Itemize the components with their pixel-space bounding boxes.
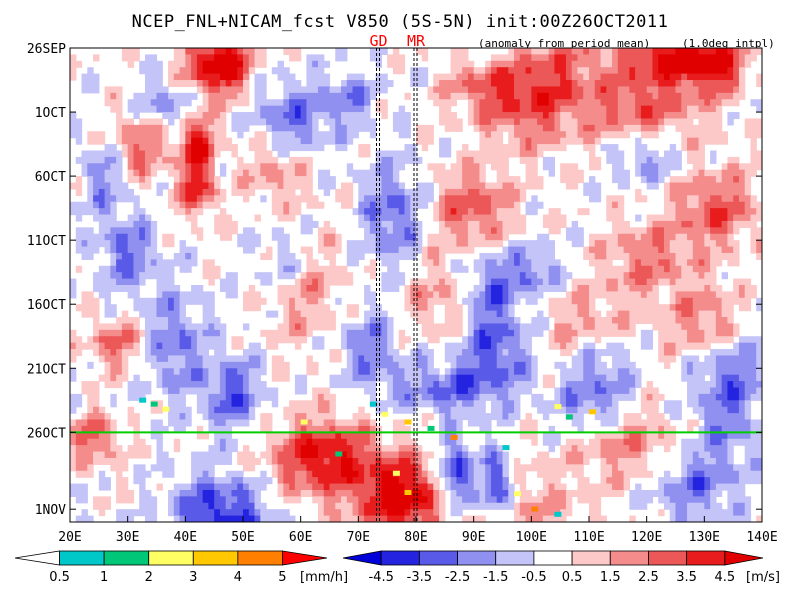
wind-colorbar-label: 0.5 xyxy=(562,570,583,585)
x-tick-label: 100E xyxy=(516,530,547,545)
rain-patch xyxy=(300,419,308,425)
x-tick-label: 80E xyxy=(404,530,427,545)
rain-patch xyxy=(381,411,389,417)
marker-label: MR xyxy=(407,32,426,50)
rain-patch xyxy=(554,511,562,517)
shaded-anomaly-field xyxy=(70,48,762,522)
wind-colorbar-cell xyxy=(571,550,611,566)
rain-colorbar-label: 4 xyxy=(234,570,242,585)
interpolation-note: (1.0deg intpl) xyxy=(682,37,775,50)
rain-patch xyxy=(404,490,412,495)
rain-colorbar-label: 3 xyxy=(189,570,197,585)
rain-patch xyxy=(427,425,435,431)
y-tick-label: 26SEP xyxy=(27,42,66,57)
wind-colorbar-cell xyxy=(380,550,420,566)
y-tick-label: 26OCT xyxy=(27,426,66,441)
x-tick-label: 120E xyxy=(631,530,662,545)
x-axis: 20E 30E 40E 50E 60E 70E 80E 90E 100E 110E 120E 130E… xyxy=(58,516,778,545)
wind-colorbar-label: 2.5 xyxy=(638,570,659,585)
wind-colorbar-cell xyxy=(533,550,573,566)
rain-patch xyxy=(502,445,510,451)
rain-colorbar-label: 1 xyxy=(100,570,108,585)
rain-colorbar-cell xyxy=(148,550,194,566)
location-markers: GD MR xyxy=(369,32,426,522)
rain-patch xyxy=(404,419,412,425)
rain-colorbar-label: 0.5 xyxy=(49,570,70,585)
rain-colorbar-cell xyxy=(103,550,150,566)
rain-colorbar-cell xyxy=(282,550,328,566)
wind-colorbar-label: 1.5 xyxy=(600,570,621,585)
rain-patch xyxy=(554,404,562,410)
wind-colorbar: -4.5 -3.5 -2.5 -1.5 -0.5 0.5 1.5 2.5 3.5 4.5 [m/s] xyxy=(342,550,780,585)
rain-patch xyxy=(369,401,377,407)
rain-patch xyxy=(531,506,539,512)
rain-colorbar-label: 2 xyxy=(145,570,153,585)
wind-colorbar-label: 4.5 xyxy=(714,570,735,585)
wind-colorbar-cell xyxy=(495,550,535,566)
rain-patch xyxy=(392,470,400,476)
y-tick-label: 1OCT xyxy=(35,106,66,121)
wind-colorbar-cell xyxy=(724,550,764,566)
x-tick-label: 20E xyxy=(58,530,81,545)
wind-colorbar-cell xyxy=(609,550,649,566)
x-tick-label: 110E xyxy=(573,530,604,545)
wind-colorbar-cell xyxy=(686,550,726,566)
wind-colorbar-label: -3.5 xyxy=(407,570,432,585)
rain-colorbar-unit: [mm/h] xyxy=(300,570,348,585)
rain-colorbar: 0.5 1 2 3 4 5 [mm/h] xyxy=(14,550,348,585)
wind-colorbar-cell xyxy=(418,550,458,566)
rain-patch xyxy=(450,434,458,440)
x-tick-label: 130E xyxy=(689,530,720,545)
marker-label: GD xyxy=(369,32,387,50)
rain-patch xyxy=(139,397,147,403)
rain-colorbar-cell xyxy=(59,550,105,566)
x-tick-label: 30E xyxy=(116,530,139,545)
x-tick-label: 90E xyxy=(462,530,485,545)
y-tick-label: 16OCT xyxy=(27,298,66,313)
rain-patch xyxy=(162,406,170,412)
x-tick-label: 70E xyxy=(347,530,370,545)
wind-colorbar-label: -4.5 xyxy=(368,570,393,585)
x-tick-label: 50E xyxy=(231,530,254,545)
wind-colorbar-unit: [m/s] xyxy=(746,570,780,585)
chart-overlay xyxy=(70,397,762,517)
rain-patch xyxy=(335,451,343,457)
y-tick-label: 21OCT xyxy=(27,362,66,377)
wind-colorbar-cell xyxy=(648,550,688,566)
rain-colorbar-cell xyxy=(192,550,239,566)
y-tick-label: 6OCT xyxy=(35,170,66,185)
rain-colorbar-label: 5 xyxy=(278,570,286,585)
wind-colorbar-cell xyxy=(342,550,382,566)
y-tick-label: 11OCT xyxy=(27,234,66,249)
wind-colorbar-cell xyxy=(457,550,497,566)
rain-patch xyxy=(514,491,521,497)
rain-colorbar-cell xyxy=(237,550,283,566)
rain-patch xyxy=(589,409,596,415)
anomaly-note: (anomaly from period mean) xyxy=(478,37,651,50)
y-axis: 26SEP 1OCT 6OCT 11OCT 16OCT 21OCT 26OCT 1NOV xyxy=(27,42,762,518)
x-tick-label: 60E xyxy=(289,530,312,545)
y-tick-label: 1NOV xyxy=(35,503,66,518)
wind-colorbar-label: -2.5 xyxy=(445,570,470,585)
x-tick-label: 140E xyxy=(746,530,777,545)
x-tick-label: 40E xyxy=(174,530,197,545)
wind-colorbar-label: -0.5 xyxy=(521,570,546,585)
wind-colorbar-label: -1.5 xyxy=(483,570,508,585)
chart-title: NCEP_FNL+NICAM_fcst V850 (5S-5N) init:00… xyxy=(131,12,669,32)
rain-patch xyxy=(565,414,573,420)
wind-colorbar-label: 3.5 xyxy=(676,570,697,585)
rain-colorbar-cell xyxy=(14,550,60,566)
rain-patch xyxy=(150,401,158,407)
